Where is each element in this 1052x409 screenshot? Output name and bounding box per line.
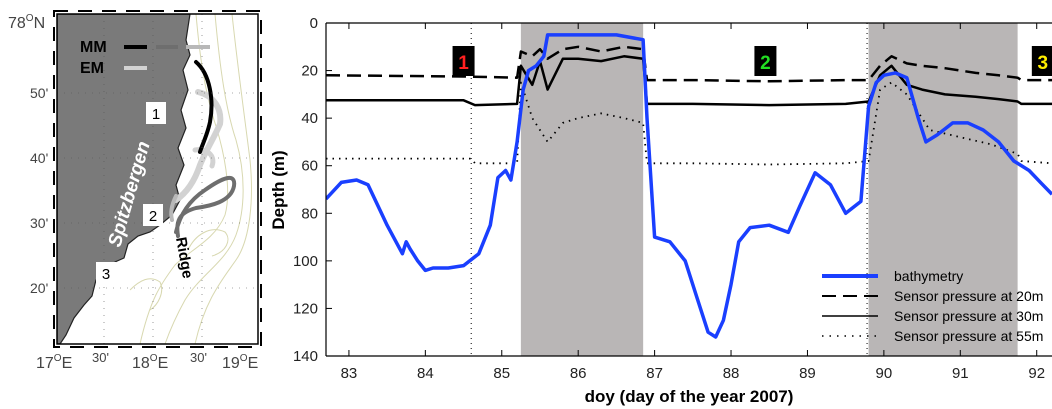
x-tick-label: 87 bbox=[646, 365, 663, 382]
svg-text:19OE: 19OE bbox=[222, 353, 258, 372]
y-tick-label: 120 bbox=[293, 300, 318, 317]
svg-text:1: 1 bbox=[152, 106, 160, 123]
x-tick-label: 89 bbox=[799, 365, 816, 382]
y-tick-label: 20 bbox=[301, 63, 318, 80]
station-label-2: 2 bbox=[143, 204, 163, 226]
x-tick-label: 88 bbox=[723, 365, 740, 382]
series-line-bathymetry bbox=[326, 33, 1052, 339]
svg-text:20': 20' bbox=[30, 280, 48, 296]
event-label-box-1 bbox=[452, 46, 475, 76]
shaded-periods bbox=[520, 23, 1018, 356]
x-tick-label: 83 bbox=[341, 365, 358, 382]
y-tick-label: 0 bbox=[310, 15, 318, 32]
series-line-sensor-pressure-at-20m bbox=[326, 45, 1052, 83]
spitzbergen-landmass bbox=[57, 14, 191, 344]
y-tick-label: 140 bbox=[293, 348, 318, 365]
series-lines bbox=[326, 33, 1052, 339]
svg-text:2: 2 bbox=[149, 208, 157, 225]
x-tick-label: 86 bbox=[570, 365, 587, 382]
event-lines bbox=[470, 23, 868, 356]
y-axis-label: Depth (m) bbox=[269, 150, 288, 229]
x-tick-label: 91 bbox=[952, 365, 969, 382]
map-lat-ticks: 78ON 50' 40' 30' 20' bbox=[8, 13, 48, 296]
em-track-2 bbox=[192, 147, 216, 169]
event-label-1: 1 bbox=[458, 53, 469, 74]
svg-text:30': 30' bbox=[30, 215, 48, 231]
ridge-label: Ridge bbox=[172, 236, 196, 280]
x-axis-label: doy (day of the year 2007) bbox=[585, 387, 794, 406]
map-frame-outer bbox=[53, 10, 262, 348]
legend-label-20m: Sensor pressure at 20m bbox=[894, 288, 1043, 304]
svg-text:EM: EM bbox=[80, 60, 104, 77]
y-ticks: 0 20 40 60 80 100 120 140 bbox=[293, 15, 332, 365]
svg-text:17OE: 17OE bbox=[36, 353, 72, 372]
event-label-2: 2 bbox=[760, 53, 771, 74]
depth-chart: 1 2 3 83 84 85 86 87 88 89 90 91 92 0 20 40 60 80 100 120… bbox=[269, 15, 1052, 406]
map-legend: MM EM bbox=[80, 39, 210, 77]
chart-legend: bathymetry Sensor pressure at 20m Sensor… bbox=[822, 268, 1043, 344]
legend-label-55m: Sensor pressure at 55m bbox=[894, 328, 1043, 344]
svg-text:40': 40' bbox=[30, 150, 48, 166]
x-tick-label: 85 bbox=[493, 365, 510, 382]
x-tick-label: 92 bbox=[1028, 365, 1045, 382]
svg-text:30': 30' bbox=[190, 350, 207, 365]
x-tick-label: 84 bbox=[417, 365, 434, 382]
svg-text:78ON: 78ON bbox=[8, 13, 45, 32]
event-label-box-2 bbox=[754, 46, 777, 76]
legend-label-30m: Sensor pressure at 30m bbox=[894, 308, 1043, 324]
map-frame bbox=[56, 13, 259, 345]
svg-text:3: 3 bbox=[102, 266, 110, 283]
mm-track-gray bbox=[174, 175, 237, 238]
y-tick-label: 100 bbox=[293, 253, 318, 270]
y-tick-label: 40 bbox=[301, 110, 318, 127]
map-contours bbox=[129, 14, 252, 344]
y-tick-label: 60 bbox=[301, 158, 318, 175]
event-label-box-3 bbox=[1031, 46, 1052, 76]
map-panel: 1 2 3 Spitzbergen Ridge MM EM bbox=[8, 10, 262, 372]
em-track bbox=[173, 89, 224, 203]
event-label-3: 3 bbox=[1038, 53, 1049, 74]
svg-text:18OE: 18OE bbox=[132, 353, 168, 372]
svg-text:50': 50' bbox=[30, 85, 48, 101]
event-labels: 1 2 3 bbox=[452, 46, 1052, 76]
map-lon-ticks: 17OE 30' 18OE 30' 19OE bbox=[36, 350, 258, 372]
svg-text:MM: MM bbox=[80, 39, 107, 56]
series-line-sensor-pressure-at-55m bbox=[326, 81, 1052, 166]
legend-label-bathymetry: bathymetry bbox=[894, 268, 963, 284]
station-label-1: 1 bbox=[146, 102, 166, 124]
x-ticks: 83 84 85 86 87 88 89 90 91 92 bbox=[341, 23, 1045, 382]
x-tick-label: 90 bbox=[876, 365, 893, 382]
shaded-period-1 bbox=[520, 23, 644, 356]
mm-track-black bbox=[194, 60, 214, 154]
y-tick-label: 80 bbox=[301, 205, 318, 222]
shaded-period-2 bbox=[868, 23, 1018, 356]
mm-track-lightgray bbox=[169, 194, 178, 222]
station-label-3: 3 bbox=[96, 262, 116, 284]
svg-text:30': 30' bbox=[92, 350, 109, 365]
